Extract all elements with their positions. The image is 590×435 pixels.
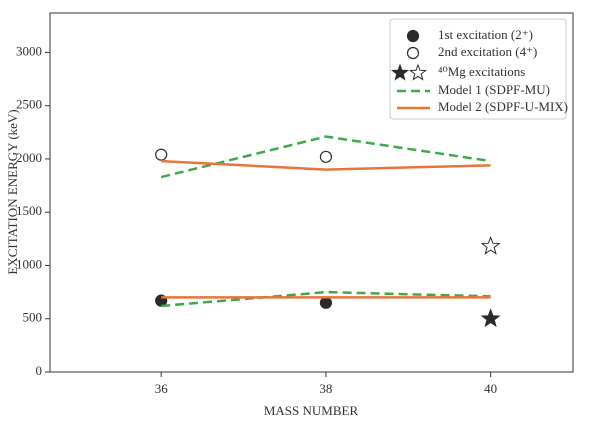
y-tick-label: 0	[36, 363, 43, 378]
legend-marker	[409, 63, 427, 81]
y-axis-label: EXCITATION ENERGY (keV)	[5, 109, 20, 274]
legend-label: 2nd excitation (4⁺)	[438, 44, 537, 59]
legend-marker	[406, 46, 420, 60]
x-tick-label: 36	[155, 381, 169, 396]
star-point	[480, 308, 501, 328]
y-tick-label: 500	[23, 310, 43, 325]
x-tick-label: 40	[484, 381, 497, 396]
y-tick-label: 1000	[16, 256, 42, 271]
plot-frame	[49, 12, 574, 373]
legend-label: Model 2 (SDPF-U-MIX)	[438, 99, 568, 114]
data-point	[319, 296, 333, 309]
star-point	[480, 235, 501, 255]
legend-label: ⁴⁰Mg excitations	[438, 64, 525, 79]
model-line	[161, 159, 491, 171]
y-tick-label: 2500	[16, 97, 42, 112]
x-tick-label: 38	[319, 381, 332, 396]
legend-box	[389, 18, 567, 120]
y-tick-label: 2000	[16, 150, 42, 165]
legend-label: 1st excitation (2⁺)	[438, 27, 533, 42]
data-point	[155, 148, 168, 161]
legend-marker	[406, 29, 420, 43]
y-tick-label: 1500	[16, 203, 42, 218]
y-tick-label: 3000	[16, 43, 42, 58]
legend-marker	[391, 63, 409, 81]
legend-label: Model 1 (SDPF-MU)	[438, 82, 550, 97]
x-axis-label: MASS NUMBER	[264, 403, 359, 418]
data-point	[319, 150, 333, 163]
